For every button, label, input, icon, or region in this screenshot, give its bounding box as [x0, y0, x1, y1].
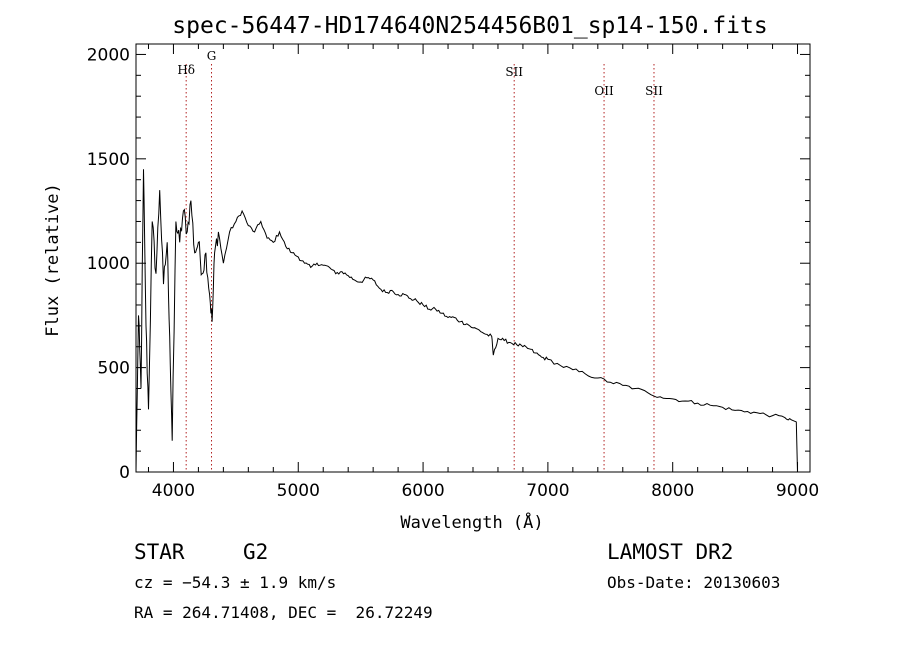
survey-name: LAMOST DR2 [607, 540, 734, 564]
y-tick-label: 1500 [87, 150, 130, 170]
object-class: STAR [134, 540, 185, 564]
line-marker-label: OII [594, 84, 614, 98]
object-subclass: G2 [243, 540, 269, 564]
spectrum-series-line [135, 169, 798, 473]
coordinates: RA = 264.71408, DEC = 26.72249 [134, 603, 433, 622]
x-axis-label: Wavelength (Å) [400, 511, 543, 533]
x-tick-label: 7000 [526, 481, 569, 501]
y-axis-label: Flux (relative) [43, 183, 63, 337]
chart-title: spec-56447-HD174640N254456B01_sp14-150.f… [172, 13, 767, 39]
y-tick-label: 0 [119, 463, 130, 483]
x-tick-label: 6000 [401, 481, 444, 501]
plot-frame [135, 43, 811, 473]
redshift-info: cz = −54.3 ± 1.9 km/s [134, 573, 337, 592]
x-tick-label: 8000 [651, 481, 694, 501]
line-marker-label: G [207, 49, 217, 63]
line-marker-label: Hδ [177, 63, 195, 77]
y-tick-label: 1000 [87, 254, 130, 274]
y-tick-label: 2000 [87, 45, 130, 65]
y-tick-label: 500 [98, 359, 130, 379]
line-marker-label: SII [505, 65, 523, 79]
obs-date: Obs-Date: 20130603 [607, 573, 781, 592]
x-tick-label: 9000 [776, 481, 819, 501]
x-tick-label: 4000 [152, 481, 195, 501]
line-marker-label: SII [645, 84, 663, 98]
x-tick-label: 5000 [277, 481, 320, 501]
